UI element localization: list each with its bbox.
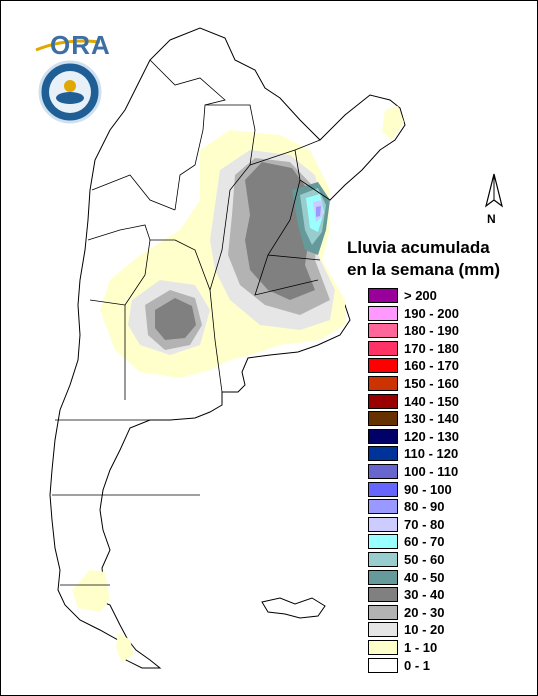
legend-title-line2: en la semana (mm): [347, 260, 501, 279]
legend-item: 40 - 50: [368, 569, 528, 586]
legend-swatch: [368, 534, 398, 550]
legend-item: 130 - 140: [368, 411, 528, 427]
legend-label: 20 - 30: [404, 604, 445, 620]
legend-item: 190 - 200: [368, 305, 528, 322]
legend-swatch: [368, 657, 398, 673]
legend-label: 120 - 130: [404, 428, 459, 444]
legend-swatch: [368, 622, 398, 638]
legend-item: 70 - 80: [368, 516, 528, 533]
legend-swatch: [368, 516, 398, 532]
legend-item: 1 - 10: [368, 640, 528, 656]
legend-label: 80 - 90: [404, 499, 445, 515]
legend-item: 50 - 60: [368, 552, 528, 568]
legend-swatch: [368, 411, 398, 427]
legend-label: 180 - 190: [404, 323, 459, 339]
legend-swatch: [368, 358, 398, 374]
legend-label: 100 - 110: [404, 464, 459, 479]
legend-item: 100 - 110: [368, 464, 528, 480]
logo-swoosh: [35, 39, 101, 52]
legend-label: 160 - 170: [404, 358, 459, 374]
province-boundaries: [52, 59, 331, 586]
legend-swatch: [368, 428, 398, 444]
legend-item: 60 - 70: [368, 534, 528, 550]
legend-swatch: [368, 569, 398, 585]
legend-swatch: [368, 640, 398, 655]
legend-label: 0 - 1: [404, 657, 431, 673]
legend-swatch: [368, 481, 398, 497]
legend-item: 170 - 180: [368, 340, 528, 357]
legend-label: > 200: [404, 288, 437, 303]
legend-label: 140 - 150: [404, 393, 459, 409]
legend-item: 140 - 150: [368, 393, 528, 410]
legend-item: 30 - 40: [368, 587, 528, 603]
legend-item: 20 - 30: [368, 604, 528, 621]
legend-label: 130 - 140: [404, 411, 459, 427]
legend-swatch: [368, 499, 398, 515]
legend-label: 50 - 60: [404, 552, 445, 567]
legend-swatch: [368, 587, 398, 603]
legend-swatch: [368, 446, 398, 462]
legend-swatch: [368, 376, 398, 391]
rain-30-40-west: [155, 298, 196, 340]
legend-label: 10 - 20: [404, 622, 445, 638]
legend-label: 40 - 50: [404, 569, 445, 585]
legend-label: 70 - 80: [404, 516, 445, 532]
legend-label: 190 - 200: [404, 305, 459, 321]
ora-logo: ORA: [50, 30, 111, 60]
north-label: N: [487, 212, 496, 226]
rain-80-90-area: [316, 206, 321, 217]
legend-title-line1: Lluvia acumulada: [347, 238, 490, 257]
legend-swatch: [368, 393, 398, 409]
malvinas-islands: [261, 597, 326, 619]
legend-swatch: [368, 323, 398, 339]
legend-swatch: [368, 604, 398, 620]
legend-item: 150 - 160: [368, 376, 528, 392]
north-arrow-icon: [485, 173, 503, 208]
legend-swatch: [368, 464, 398, 479]
legend-item: 160 - 170: [368, 358, 528, 374]
legend-swatch: [368, 552, 398, 567]
legend-label: 30 - 40: [404, 587, 445, 603]
legend-label: 90 - 100: [404, 481, 452, 497]
legend-item: 80 - 90: [368, 499, 528, 515]
legend-label: 150 - 160: [404, 376, 459, 391]
legend-label: 60 - 70: [404, 534, 445, 550]
rain-1-10-tip: [116, 632, 134, 662]
legend-swatch: [368, 305, 398, 321]
legend-item: > 200: [368, 288, 528, 304]
legend-label: 110 - 120: [404, 446, 459, 462]
legend-item: 120 - 130: [368, 428, 528, 445]
legend-swatch: [368, 340, 398, 356]
legend-item: 10 - 20: [368, 622, 528, 638]
legend-item: 0 - 1: [368, 657, 528, 674]
legend-swatch: [368, 288, 398, 303]
legend-item: 110 - 120: [368, 446, 528, 462]
legend-label: 1 - 10: [404, 640, 438, 655]
legend-item: 90 - 100: [368, 481, 528, 498]
legend-item: 180 - 190: [368, 323, 528, 339]
legend-label: 170 - 180: [404, 340, 459, 356]
rain-1-10-south: [72, 570, 110, 612]
rain-1-10-north: [382, 106, 404, 140]
